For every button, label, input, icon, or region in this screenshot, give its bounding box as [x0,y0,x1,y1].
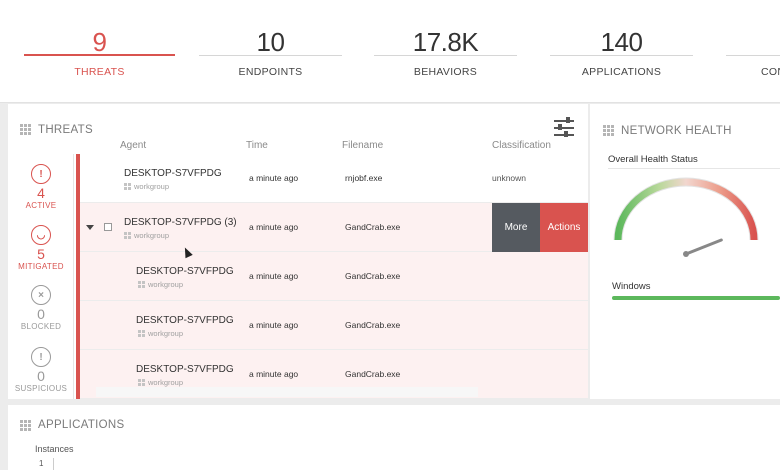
row-time: a minute ago [249,320,299,330]
stat-underline [24,54,175,56]
actions-button[interactable]: Actions [540,203,588,252]
row-agent: DESKTOP-S7VFPDG [136,266,234,277]
stat-applications-value: 140 [600,27,643,57]
grid-icon [603,125,614,136]
row-filename: rnjobf.exe [345,173,383,183]
row-group: workgroup [124,182,169,191]
stat-endpoints[interactable]: 10 ENDPOINTS [199,0,342,103]
stat-threats-label: THREATS [74,66,125,78]
table-row[interactable]: DESKTOP-S7VFPDG workgroup a minute ago G… [80,252,588,301]
stats-bar: 9 THREATS 10 ENDPOINTS 17.8K BEHAVIORS 1… [0,0,780,103]
stat-threats[interactable]: 9 THREATS [24,0,175,103]
threats-panel: THREATS Agent Time Filename Classificati… [8,104,588,399]
count-mitigated-label: MITIGATED [18,262,64,271]
windows-label: Windows [612,281,651,292]
alert-shield-icon: ! [31,164,51,184]
row-agent: DESKTOP-S7VFPDG [124,168,222,179]
table-row[interactable]: DESKTOP-S7VFPDG workgroup a minute ago G… [80,301,588,350]
count-mitigated-value: 5 [37,246,45,262]
threat-status-counts: ! 4 ACTIVE ◡ 5 MITIGATED × 0 BLOCKED ! 0… [8,154,74,399]
table-row[interactable]: DESKTOP-S7VFPDG workgroup a minute ago r… [80,154,588,203]
row-time: a minute ago [249,222,299,232]
row-filename: GandCrab.exe [345,271,401,281]
stat-endpoints-value: 10 [256,27,285,57]
threats-title: THREATS [38,124,93,136]
row-agent: DESKTOP-S7VFPDG [136,315,234,326]
row-group: workgroup [138,378,183,387]
count-active[interactable]: ! 4 ACTIVE [8,164,74,210]
row-checkbox[interactable] [104,223,112,231]
row-time: a minute ago [249,271,299,281]
row-filename: GandCrab.exe [345,222,401,232]
row-agent: DESKTOP-S7VFPDG [136,364,234,375]
active-indicator-bar [76,154,80,399]
instances-label: Instances [35,444,74,454]
count-mitigated[interactable]: ◡ 5 MITIGATED [8,225,74,271]
count-suspicious-value: 0 [37,368,45,384]
count-active-value: 4 [37,185,45,201]
grid-icon [20,124,31,135]
row-classification: unknown [492,173,527,183]
stat-underline [550,55,693,56]
blocked-shield-icon: × [31,285,51,305]
row-time: a minute ago [249,173,299,183]
gauge-needle [684,238,723,256]
expand-caret-icon[interactable] [86,225,94,230]
row-group: workgroup [138,329,183,338]
row-filename: GandCrab.exe [345,369,401,379]
stat-applications[interactable]: 140 APPLICATIONS [550,0,693,103]
stat-applications-label: APPLICATIONS [581,66,662,78]
network-health-title: NETWORK HEALTH [621,125,732,137]
stat-endpoints-label: ENDPOINTS [238,66,303,78]
count-blocked-label: BLOCKED [20,322,62,331]
more-button[interactable]: More [492,203,540,252]
stat-behaviors-value: 17.8K [412,27,479,57]
count-suspicious[interactable]: ! 0 SUSPICIOUS [8,347,74,393]
count-blocked[interactable]: × 0 BLOCKED [8,285,74,331]
row-agent: DESKTOP-S7VFPDG (3) [124,217,237,228]
column-agent[interactable]: Agent [120,140,147,151]
count-active-label: ACTIVE [25,201,57,210]
stat-underline [199,55,342,56]
overall-health-label: Overall Health Status [608,154,698,165]
suspicious-shield-icon: ! [31,347,51,367]
column-time[interactable]: Time [246,140,268,151]
stat-behaviors-label: BEHAVIORS [413,66,478,78]
divider [608,168,780,169]
applications-panel: APPLICATIONS Instances 1 [8,405,780,470]
axis-line [53,458,54,470]
filter-sliders-icon[interactable] [554,117,574,138]
count-suspicious-label: SUSPICIOUS [14,384,68,393]
horizontal-scrollbar[interactable] [96,387,478,397]
column-filename[interactable]: Filename [342,140,384,151]
stat-con-label: CON [761,66,780,78]
count-blocked-value: 0 [37,306,45,322]
table-row[interactable]: DESKTOP-S7VFPDG (3) workgroup a minute a… [80,203,588,252]
windows-health-bar [612,296,780,300]
instances-axis-value: 1 [39,459,44,468]
stat-underline [726,55,780,56]
row-group: workgroup [124,231,169,240]
health-gauge [613,177,759,257]
row-time: a minute ago [249,369,299,379]
row-filename: GandCrab.exe [345,320,401,330]
row-group: workgroup [138,280,183,289]
shield-icon: ◡ [31,225,51,245]
applications-title: APPLICATIONS [38,419,125,431]
stat-con[interactable]: CON [726,0,780,103]
grid-icon [20,420,31,431]
stat-threats-value: 9 [92,27,107,57]
stat-underline [374,55,517,56]
column-classification[interactable]: Classification [492,140,551,151]
network-health-panel: NETWORK HEALTH Overall Health Status Win… [590,104,780,399]
stat-behaviors[interactable]: 17.8K BEHAVIORS [374,0,517,103]
